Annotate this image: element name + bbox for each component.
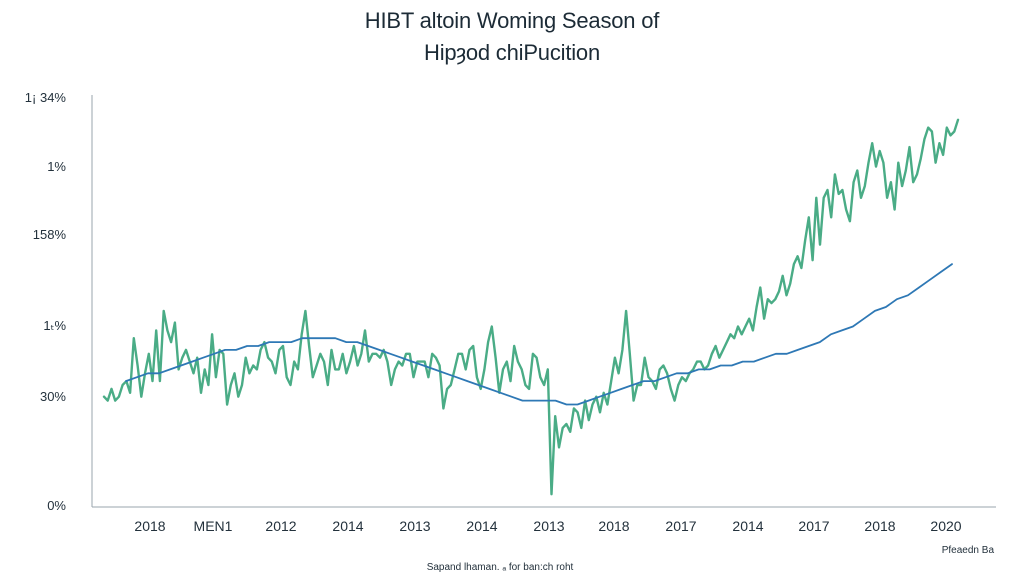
chart-subtitle: Hipȝod chiPucition [424,40,600,65]
x-tick-label: MEN1 [194,518,233,534]
y-tick-label: 0% [47,498,66,513]
chart-title: HIBT altoin Woming Season of [364,8,660,33]
x-tick-label: 2017 [665,518,696,534]
footer-note-right: Pfeaedn Ba [942,545,995,556]
y-tick-label: 1ₜ% [43,318,66,333]
x-tick-label: 2013 [399,518,430,534]
y-tick-label: 30% [40,389,66,404]
y-tick-label: 1% [47,159,66,174]
x-tick-label: 2017 [798,518,829,534]
footer-note-left: Sapand lhaman. ₐ for ban:ch roht [427,562,574,573]
series-line-green [102,118,960,496]
x-tick-label: 2013 [533,518,564,534]
x-tick-label: 2018 [598,518,629,534]
x-tick-label: 2014 [332,518,363,534]
series-line-blue [125,263,953,406]
x-tick-label: 2018 [864,518,895,534]
x-tick-label: 2020 [930,518,961,534]
x-tick-label: 2012 [265,518,296,534]
x-tick-label: 2014 [732,518,763,534]
x-tick-label: 2018 [134,518,165,534]
y-tick-label: 158% [33,227,67,242]
x-tick-label: 2014 [466,518,497,534]
y-tick-label: 1¡ 34% [25,90,67,105]
